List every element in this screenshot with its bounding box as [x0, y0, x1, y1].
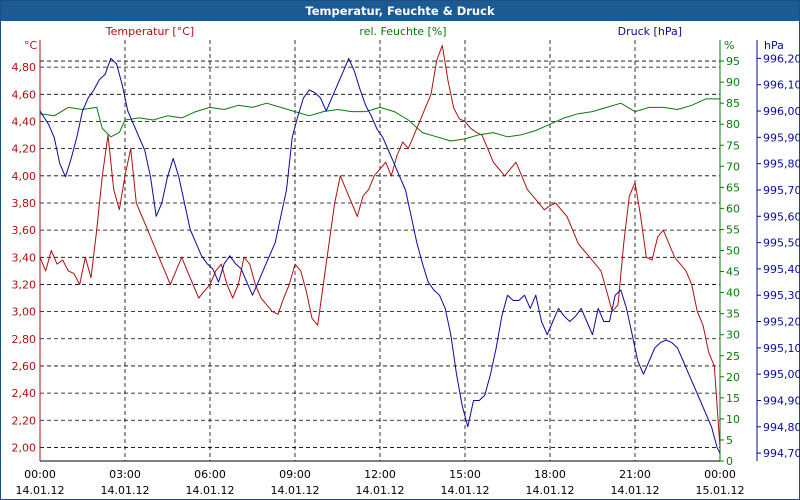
humidity-tick-label: 10 — [726, 413, 740, 426]
pressure-series-label: Druck [hPa] — [618, 25, 682, 38]
humidity-tick-label: 5 — [726, 434, 733, 447]
humidity-tick-label: 40 — [726, 287, 740, 300]
humidity-tick-label: 80 — [726, 118, 740, 131]
humidity-tick-label: 25 — [726, 350, 740, 363]
humidity-unit-label: % — [724, 39, 734, 52]
pressure-tick-label: 995,80 — [763, 158, 800, 171]
humidity-tick-label: 0 — [726, 455, 733, 468]
temperature-tick-label: 3,60 — [12, 224, 37, 237]
temperature-tick-label: 4,80 — [12, 61, 37, 74]
x-tick-date: 14.01.12 — [271, 484, 320, 497]
humidity-series-line — [39, 98, 720, 142]
temperature-series-line — [39, 44, 721, 448]
humidity-tick-label: 75 — [726, 139, 740, 152]
humidity-tick-label: 90 — [726, 76, 740, 89]
temperature-tick-label: 4,20 — [12, 143, 37, 156]
x-tick-time: 06:00 — [194, 468, 226, 481]
chart-title: Temperatur, Feuchte & Druck — [1, 1, 799, 21]
x-tick-date: 15.01.12 — [696, 484, 745, 497]
pressure-tick-label: 995,30 — [763, 289, 800, 302]
x-tick-date: 14.01.12 — [186, 484, 235, 497]
temperature-tick-label: 2,80 — [12, 333, 37, 346]
temperature-tick-label: 2,20 — [12, 414, 37, 427]
pressure-tick-label: 996,00 — [763, 105, 800, 118]
pressure-tick-label: 995,60 — [763, 210, 800, 223]
x-tick-time: 03:00 — [109, 468, 141, 481]
pressure-tick-label: 994,70 — [763, 447, 800, 460]
pressure-tick-label: 994,90 — [763, 394, 800, 407]
pressure-tick-label: 995,40 — [763, 263, 800, 276]
x-tick-date: 14.01.12 — [16, 484, 65, 497]
humidity-tick-label: 85 — [726, 97, 740, 110]
x-tick-time: 21:00 — [619, 468, 651, 481]
x-tick-time: 12:00 — [364, 468, 396, 481]
humidity-tick-label: 95 — [726, 55, 740, 68]
pressure-tick-label: 996,20 — [763, 52, 800, 65]
temperature-tick-label: 3,00 — [12, 306, 37, 319]
x-tick-date: 14.01.12 — [611, 484, 660, 497]
pressure-tick-label: 995,10 — [763, 342, 800, 355]
temperature-tick-label: 2,60 — [12, 360, 37, 373]
pressure-tick-label: 995,70 — [763, 184, 800, 197]
temperature-tick-label: 3,20 — [12, 278, 37, 291]
humidity-tick-label: 15 — [726, 392, 740, 405]
x-tick-time: 00:00 — [24, 468, 56, 481]
pressure-series-line — [39, 57, 721, 454]
temperature-tick-label: 2,40 — [12, 387, 37, 400]
temperature-tick-label: 4,00 — [12, 170, 37, 183]
humidity-tick-label: 20 — [726, 371, 740, 384]
temperature-tick-label: 3,40 — [12, 251, 37, 264]
x-tick-date: 14.01.12 — [101, 484, 150, 497]
x-tick-time: 09:00 — [279, 468, 311, 481]
temperature-unit-label: °C — [24, 39, 38, 52]
x-tick-time: 00:00 — [704, 468, 736, 481]
humidity-tick-label: 70 — [726, 160, 740, 173]
humidity-tick-label: 55 — [726, 223, 740, 236]
pressure-tick-label: 994,80 — [763, 421, 800, 434]
x-tick-date: 14.01.12 — [356, 484, 405, 497]
humidity-tick-label: 35 — [726, 308, 740, 321]
humidity-tick-label: 65 — [726, 181, 740, 194]
humidity-tick-label: 45 — [726, 266, 740, 279]
temperature-tick-label: 2,00 — [12, 441, 37, 454]
pressure-tick-label: 995,00 — [763, 368, 800, 381]
x-tick-time: 15:00 — [449, 468, 481, 481]
temperature-series-label: Temperatur [°C] — [105, 25, 194, 38]
humidity-series-label: rel. Feuchte [%] — [359, 25, 446, 38]
temperature-tick-label: 4,40 — [12, 115, 37, 128]
humidity-tick-label: 30 — [726, 329, 740, 342]
x-tick-time: 18:00 — [534, 468, 566, 481]
x-tick-date: 14.01.12 — [441, 484, 490, 497]
x-tick-date: 14.01.12 — [526, 484, 575, 497]
pressure-tick-label: 996,10 — [763, 79, 800, 92]
humidity-tick-label: 60 — [726, 202, 740, 215]
pressure-tick-label: 995,50 — [763, 237, 800, 250]
temperature-tick-label: 3,80 — [12, 197, 37, 210]
pressure-unit-label: hPa — [764, 39, 784, 52]
pressure-tick-label: 995,20 — [763, 316, 800, 329]
humidity-tick-label: 50 — [726, 245, 740, 258]
temperature-tick-label: 4,60 — [12, 88, 37, 101]
pressure-tick-label: 995,90 — [763, 131, 800, 144]
